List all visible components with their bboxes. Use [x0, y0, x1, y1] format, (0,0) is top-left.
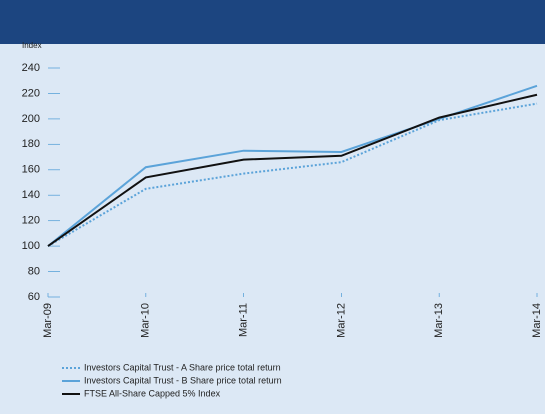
y-tick-label: 180	[22, 138, 40, 150]
header-band	[0, 0, 545, 44]
y-tick-label: 200	[22, 113, 40, 125]
y-tick-label: 100	[22, 240, 40, 252]
legend-label: Investors Capital Trust - B Share price …	[84, 375, 282, 385]
x-tick-label: Mar-12	[335, 303, 347, 338]
y-tick-label: 140	[22, 189, 40, 201]
legend-label: Investors Capital Trust - A Share price …	[84, 362, 281, 372]
series-line	[47, 102, 538, 247]
y-axis-label: Index	[22, 41, 42, 50]
y-tick-label: 80	[28, 265, 40, 277]
y-tick-label: 60	[28, 291, 40, 303]
x-tick-label: Mar-09	[42, 303, 54, 338]
x-tick-label: Mar-10	[140, 303, 152, 338]
x-tick-label: Mar-13	[433, 303, 445, 338]
y-tick-label: 160	[22, 164, 40, 176]
x-tick-label: Mar-11	[238, 303, 250, 337]
y-tick-label: 240	[22, 62, 40, 74]
y-tick-label: 220	[22, 87, 40, 99]
series-line	[47, 93, 538, 247]
legend-label: FTSE All-Share Capped 5% Index	[84, 388, 221, 398]
y-tick-label: 120	[22, 215, 40, 227]
x-tick-label: Mar-14	[531, 303, 543, 338]
